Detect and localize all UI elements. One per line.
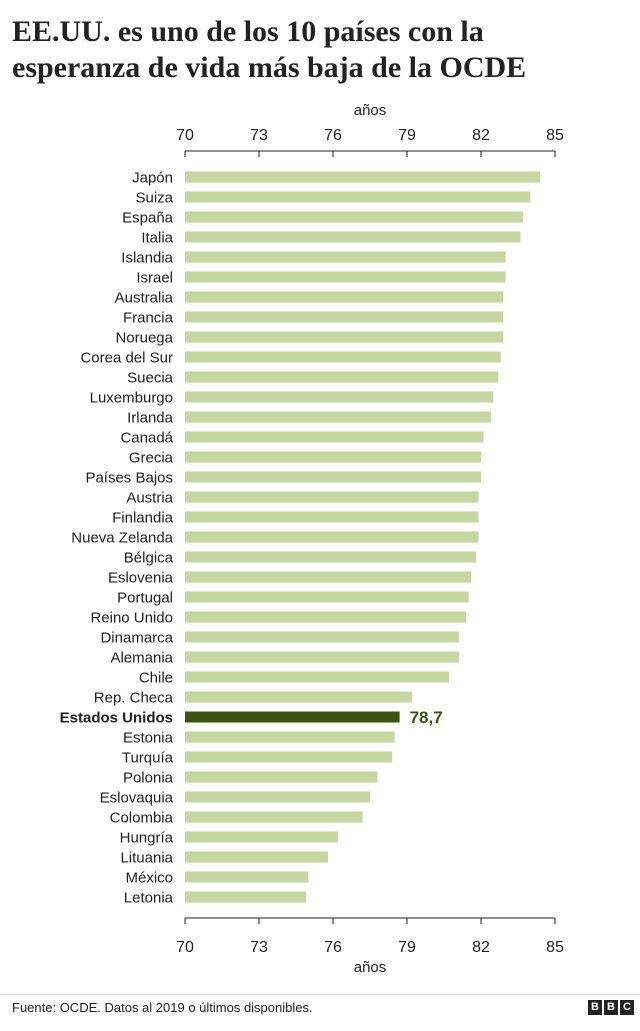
bar bbox=[185, 811, 363, 823]
top-tick-label: 79 bbox=[398, 127, 416, 144]
bar bbox=[185, 251, 506, 263]
category-label: Suecia bbox=[127, 370, 174, 387]
bar bbox=[185, 611, 467, 623]
top-tick-label: 73 bbox=[250, 127, 268, 144]
bar bbox=[185, 731, 395, 743]
category-label: Corea del Sur bbox=[80, 350, 173, 367]
category-label: Francia bbox=[123, 310, 174, 327]
bar bbox=[185, 171, 541, 183]
category-label: Eslovenia bbox=[108, 570, 174, 587]
highlight-data-label: 78,7 bbox=[410, 708, 443, 727]
footer-divider bbox=[0, 994, 640, 995]
bar bbox=[185, 751, 393, 763]
bar bbox=[185, 351, 501, 363]
category-label: España bbox=[122, 210, 174, 227]
bar bbox=[185, 291, 504, 303]
bar bbox=[185, 651, 459, 663]
category-label: Rep. Checa bbox=[94, 690, 174, 707]
bottom-tick-label: 73 bbox=[250, 939, 268, 956]
bar bbox=[185, 571, 472, 583]
category-label: Hungría bbox=[120, 830, 174, 847]
category-label: Suiza bbox=[135, 190, 173, 207]
category-label: Chile bbox=[139, 670, 173, 687]
bbc-logo-letter: B bbox=[604, 1000, 618, 1015]
category-label: Noruega bbox=[115, 330, 173, 347]
chart-title-line-1: EE.UU. es uno de los 10 países con la bbox=[12, 15, 484, 48]
bbc-logo-letter: C bbox=[620, 1000, 634, 1015]
bbc-logo: B B C bbox=[588, 1000, 634, 1015]
chart-title-line-2: esperanza de vida más baja de la OCDE bbox=[12, 51, 527, 84]
bottom-tick-label: 82 bbox=[472, 939, 490, 956]
category-label: Estados Unidos bbox=[60, 710, 173, 727]
bar bbox=[185, 691, 412, 703]
category-label: Luxemburgo bbox=[90, 390, 173, 407]
bottom-tick-label: 85 bbox=[546, 939, 564, 956]
bar bbox=[185, 311, 504, 323]
source-note: Fuente: OCDE. Datos al 2019 o últimos di… bbox=[12, 1000, 313, 1015]
top-axis-label: años bbox=[354, 102, 387, 119]
category-label: Irlanda bbox=[127, 410, 174, 427]
category-label: México bbox=[125, 870, 173, 887]
bar bbox=[185, 851, 329, 863]
category-label: Italia bbox=[141, 230, 173, 247]
bar bbox=[185, 331, 504, 343]
category-label: Polonia bbox=[123, 770, 174, 787]
bar bbox=[185, 511, 479, 523]
bar-highlight bbox=[185, 711, 400, 723]
category-label: Lituania bbox=[120, 850, 173, 867]
bar bbox=[185, 771, 378, 783]
bar bbox=[185, 271, 506, 283]
category-label: Dinamarca bbox=[100, 630, 173, 647]
category-label: Finlandia bbox=[112, 510, 174, 527]
top-tick-label: 85 bbox=[546, 127, 564, 144]
bar bbox=[185, 671, 449, 683]
bar bbox=[185, 871, 309, 883]
top-tick-label: 82 bbox=[472, 127, 490, 144]
category-label: Canadá bbox=[120, 430, 173, 447]
bar bbox=[185, 211, 523, 223]
bar bbox=[185, 631, 459, 643]
category-label: Israel bbox=[136, 270, 173, 287]
bar bbox=[185, 591, 469, 603]
bottom-tick-label: 79 bbox=[398, 939, 416, 956]
category-label: Islandia bbox=[121, 250, 173, 267]
bar bbox=[185, 391, 494, 403]
bar bbox=[185, 891, 306, 903]
bar bbox=[185, 371, 499, 383]
bar bbox=[185, 191, 531, 203]
category-label: Colombia bbox=[110, 810, 174, 827]
top-tick-label: 76 bbox=[324, 127, 342, 144]
top-tick-label: 70 bbox=[176, 127, 194, 144]
bar bbox=[185, 531, 479, 543]
category-label: Japón bbox=[132, 170, 173, 187]
category-label: Turquía bbox=[122, 750, 174, 767]
category-label: Grecia bbox=[129, 450, 174, 467]
category-label: Países Bajos bbox=[85, 470, 173, 487]
category-label: Portugal bbox=[117, 590, 173, 607]
bar bbox=[185, 431, 484, 443]
bar bbox=[185, 451, 481, 463]
category-label: Austria bbox=[126, 490, 173, 507]
category-label: Australia bbox=[115, 290, 174, 307]
category-label: Nueva Zelanda bbox=[71, 530, 173, 547]
chart-title: EE.UU. es uno de los 10 países con la es… bbox=[12, 14, 628, 86]
category-label: Letonia bbox=[124, 890, 174, 907]
category-label: Estonia bbox=[123, 730, 174, 747]
bar bbox=[185, 471, 481, 483]
category-label: Eslovaquia bbox=[100, 790, 174, 807]
bar bbox=[185, 831, 338, 843]
category-label: Alemania bbox=[110, 650, 173, 667]
bar bbox=[185, 231, 521, 243]
bar bbox=[185, 411, 491, 423]
category-label: Bélgica bbox=[124, 550, 174, 567]
bottom-tick-label: 76 bbox=[324, 939, 342, 956]
bbc-logo-letter: B bbox=[588, 1000, 602, 1015]
category-label: Reino Unido bbox=[90, 610, 173, 627]
bottom-tick-label: 70 bbox=[176, 939, 194, 956]
bar bbox=[185, 791, 370, 803]
bar bbox=[185, 551, 477, 563]
bottom-axis-label: años bbox=[354, 959, 387, 976]
bar bbox=[185, 491, 479, 503]
